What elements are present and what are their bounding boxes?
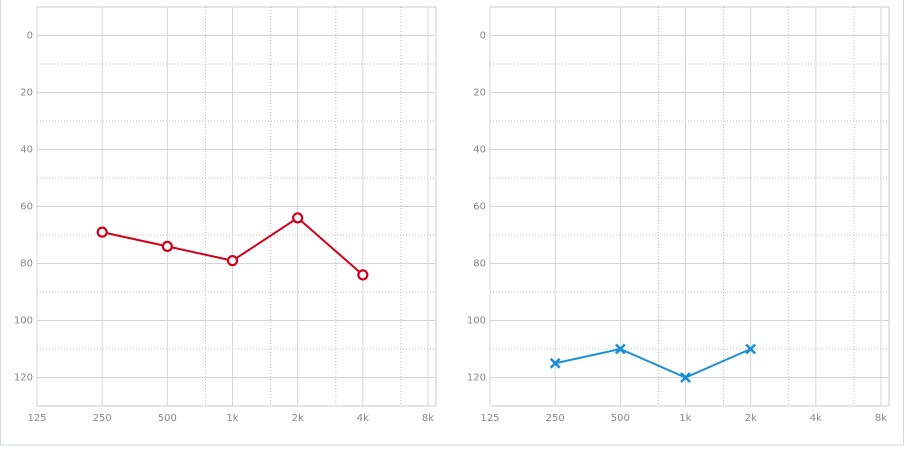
x-tick-label: 1k: [226, 413, 238, 424]
y-tick-label: 40: [20, 145, 33, 156]
y-tick-label: 60: [473, 202, 486, 213]
x-tick-label: 125: [27, 413, 46, 424]
marker: [161, 240, 173, 252]
x-tick-label: 500: [158, 413, 177, 424]
x-tick-label: 2k: [745, 413, 757, 424]
y-tick-label: 0: [27, 31, 33, 42]
y-tick-label: 40: [473, 145, 486, 156]
marker: [549, 357, 561, 369]
x-tick-label: 8k: [422, 413, 434, 424]
y-tick-label: 20: [473, 88, 486, 99]
marker: [614, 343, 626, 355]
y-tick-label: 120: [467, 373, 486, 384]
marker: [680, 372, 691, 383]
marker: [226, 255, 239, 267]
y-tick-label: 80: [473, 259, 486, 270]
marker: [96, 226, 108, 238]
y-tick-label: 120: [14, 373, 33, 384]
marker: [292, 212, 304, 224]
y-tick-label: 0: [480, 31, 486, 42]
x-tick-label: 250: [546, 413, 565, 424]
marker: [357, 269, 369, 281]
y-tick-label: 100: [14, 316, 33, 327]
data-line: [554, 347, 752, 379]
marker: [745, 343, 757, 355]
y-tick-label: 100: [467, 316, 486, 327]
y-tick-label: 80: [20, 259, 33, 270]
x-tick-label: 4k: [810, 413, 822, 424]
x-tick-label: 1k: [679, 413, 691, 424]
x-tick-label: 250: [93, 413, 112, 424]
x-tick-label: 125: [480, 413, 499, 424]
x-tick-label: 8k: [875, 413, 887, 424]
y-tick-label: 60: [20, 202, 33, 213]
y-tick-label: 20: [20, 88, 33, 99]
x-tick-label: 500: [611, 413, 630, 424]
x-tick-label: 4k: [357, 413, 369, 424]
x-tick-label: 2k: [292, 413, 304, 424]
